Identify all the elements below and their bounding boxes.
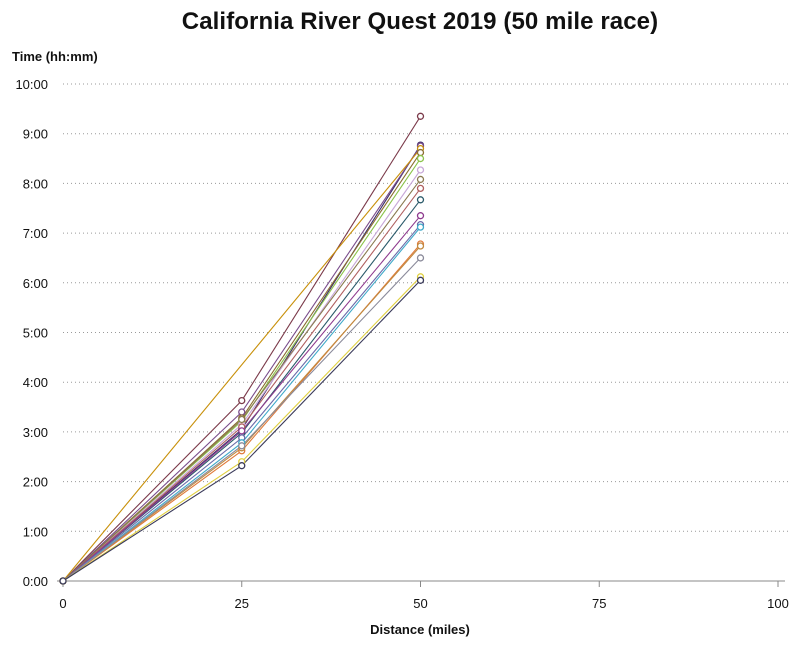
data-point	[416, 166, 425, 174]
chart-title: California River Quest 2019 (50 mile rac…	[181, 8, 659, 35]
y-tick-label: 3:00	[23, 425, 48, 440]
series-line	[62, 148, 421, 582]
y-tick-label: 2:00	[23, 475, 48, 490]
y-tick-label: 6:00	[23, 276, 48, 291]
series-line	[62, 158, 421, 582]
data-point	[416, 112, 425, 120]
data-point	[238, 462, 246, 470]
data-point	[238, 415, 246, 424]
x-tick-label: 75	[592, 596, 606, 611]
data-point	[416, 276, 425, 284]
data-point	[416, 175, 425, 184]
data-point	[238, 408, 246, 416]
y-tick-label: 0:00	[23, 574, 48, 589]
x-axis-label: Distance (miles)	[370, 622, 470, 637]
series-line	[62, 179, 421, 582]
data-point	[416, 148, 425, 157]
y-tick-label: 8:00	[23, 176, 48, 191]
y-tick-label: 10:00	[15, 77, 48, 92]
x-tick-label: 0	[59, 596, 66, 611]
x-tick-label: 100	[767, 596, 789, 611]
data-point	[416, 223, 425, 231]
gridlines	[63, 83, 790, 532]
data-point	[416, 154, 425, 163]
data-point	[59, 577, 67, 585]
x-tick-label: 25	[235, 596, 249, 611]
y-tick-label: 5:00	[23, 326, 48, 341]
data-point	[238, 427, 246, 435]
y-tick-label: 1:00	[23, 524, 48, 539]
y-tick-label: 7:00	[23, 226, 48, 241]
series-line	[62, 199, 421, 582]
axes: 0:00 1:00 2:00 3:00 4:00 5:00 6:00 7:00 8:00 9:00…	[15, 77, 788, 611]
data-point	[416, 254, 425, 262]
data-point	[416, 212, 425, 220]
data-point	[416, 242, 425, 250]
data-point	[416, 184, 425, 193]
data-point	[238, 442, 246, 450]
data-point	[416, 196, 425, 204]
series-markers	[59, 112, 425, 585]
x-tick-label: 50	[413, 596, 427, 611]
series-line	[62, 116, 421, 582]
y-tick-label: 4:00	[23, 375, 48, 390]
y-axis-label: Time (hh:mm)	[12, 49, 98, 64]
series-lines	[62, 116, 421, 582]
y-tick-label: 9:00	[23, 127, 48, 142]
data-point	[238, 396, 246, 405]
